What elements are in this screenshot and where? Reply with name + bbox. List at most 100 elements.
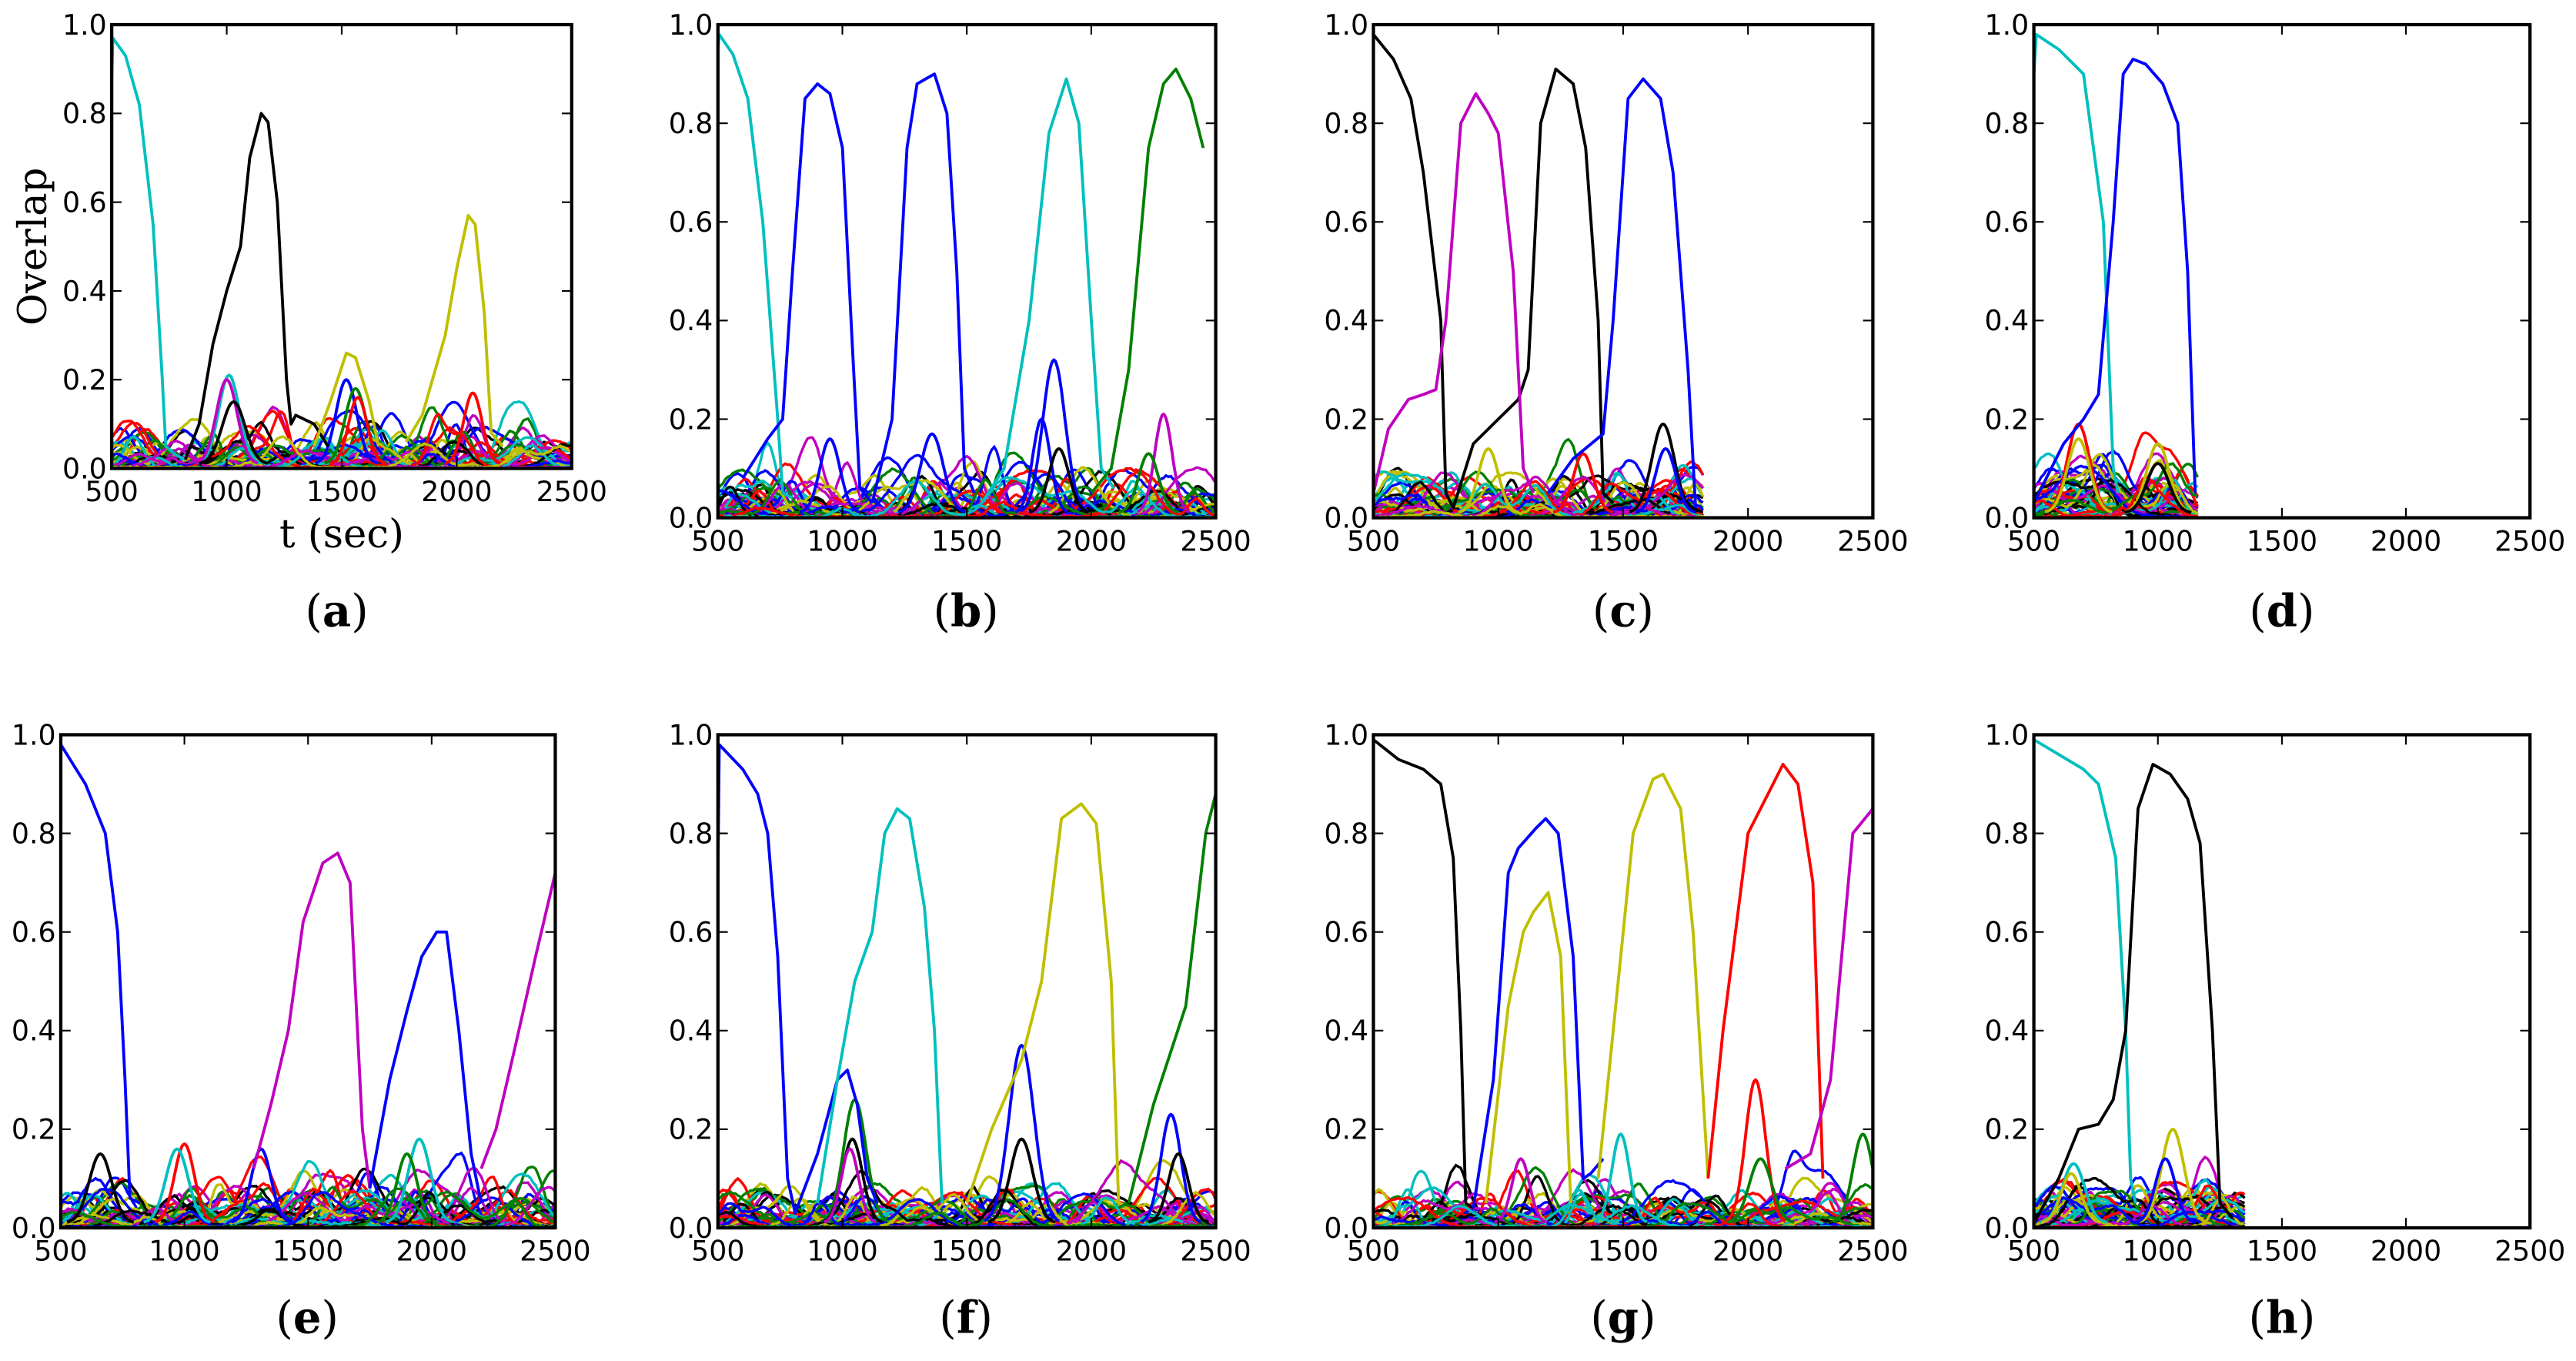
series-line xyxy=(1484,891,1572,1204)
bump-line xyxy=(987,1137,1056,1224)
y-tick-label: 0.2 xyxy=(1984,1113,2029,1146)
series-line xyxy=(1706,762,1825,1179)
panel-f: 500 1000 1500 2000 2500 0.0 0.2 0.4 0.6 0.8 1.0 (f) xyxy=(669,718,1251,1343)
y-tick-label: 0.0 xyxy=(1984,501,2029,534)
caption-paren: ( xyxy=(939,1292,956,1344)
y-tick-label: 0.8 xyxy=(62,97,107,130)
bump-line xyxy=(231,1147,292,1224)
y-tick-label: 1.0 xyxy=(62,8,107,42)
series-line xyxy=(1127,793,1216,1204)
axes-frame xyxy=(58,733,557,1230)
y-tick-label: 0.8 xyxy=(669,817,713,850)
panel-e: 500 1000 1500 2000 2500 0.0 0.2 0.4 0.6 0.8 1.0 (e) xyxy=(12,718,591,1343)
y-tick-label: 0.2 xyxy=(1324,1113,1368,1146)
x-axis-label: t (sec) xyxy=(279,511,404,557)
caption-letter: g xyxy=(1608,1292,1639,1344)
bump-line xyxy=(2040,1172,2102,1224)
x-tick-label: 500 xyxy=(691,524,744,557)
caption-paren: ( xyxy=(276,1292,292,1344)
x-tick-label: 2500 xyxy=(1837,524,1908,557)
bump-line xyxy=(1019,358,1088,513)
y-tick-label: 0.4 xyxy=(669,1015,713,1048)
plot-area xyxy=(717,32,1216,518)
series-line xyxy=(183,112,329,460)
x-tick-label: 500 xyxy=(691,1235,744,1268)
x-tick-label: 1000 xyxy=(807,524,877,557)
caption-paren: ( xyxy=(1590,1292,1607,1344)
series-line xyxy=(816,807,944,1204)
caption-letter: b xyxy=(951,585,981,637)
y-tick-label: 0.4 xyxy=(1984,304,2029,337)
panel-caption: (a) xyxy=(305,585,368,637)
caption-paren: ( xyxy=(2249,585,2266,637)
caption-paren: ) xyxy=(981,585,998,637)
series-line xyxy=(1373,92,1535,494)
bump-line xyxy=(1635,446,1696,514)
x-tick-label: 1000 xyxy=(149,1235,219,1268)
bump-line xyxy=(154,1142,215,1224)
plot-area xyxy=(2033,738,2246,1229)
series-line xyxy=(479,872,556,1169)
noise-line xyxy=(1373,475,1704,518)
bump-line xyxy=(897,432,967,513)
series-line xyxy=(2033,762,2234,1224)
y-tick-label: 0.4 xyxy=(1324,1015,1368,1048)
series-line xyxy=(2033,57,2197,504)
panel-caption: (g) xyxy=(1590,1292,1656,1344)
caption-paren: ( xyxy=(305,585,322,637)
plot-area xyxy=(2033,32,2199,518)
caption-paren: ) xyxy=(351,585,368,637)
x-tick-label: 2000 xyxy=(396,1235,467,1268)
bump-line xyxy=(2138,1127,2207,1224)
x-tick-label: 2500 xyxy=(2494,1235,2565,1268)
caption-paren: ) xyxy=(976,1292,993,1344)
caption-letter: f xyxy=(957,1292,978,1344)
x-tick-label: 1500 xyxy=(931,524,1002,557)
x-tick-label: 500 xyxy=(2007,524,2060,557)
x-tick-label: 1500 xyxy=(306,475,377,508)
panel-caption: (d) xyxy=(2249,585,2314,637)
caption-paren: ) xyxy=(2298,1292,2315,1344)
y-tick-label: 0.2 xyxy=(669,1113,713,1146)
x-tick-label: 1500 xyxy=(272,1235,343,1268)
y-tick-label: 0.0 xyxy=(669,501,713,534)
bump-line xyxy=(1014,417,1069,513)
bump-line xyxy=(2123,442,2192,514)
caption-paren: ) xyxy=(1639,1292,1656,1344)
caption-paren: ) xyxy=(321,1292,338,1344)
bump-line xyxy=(2135,1157,2196,1224)
panel-b: 500 1000 1500 2000 2500 0.0 0.2 0.4 0.6 0.8 1.0 (b) xyxy=(669,8,1251,637)
y-tick-label: 0.0 xyxy=(12,1212,56,1245)
caption-letter: h xyxy=(2266,1292,2298,1344)
caption-paren: ( xyxy=(2248,1292,2265,1344)
x-tick-label: 1000 xyxy=(191,475,262,508)
y-tick-label: 0.6 xyxy=(62,186,107,219)
y-tick-label: 0.6 xyxy=(1324,916,1368,949)
y-tick-label: 0.6 xyxy=(1984,206,2029,239)
bump-line xyxy=(2123,462,2192,514)
x-tick-label: 1000 xyxy=(2123,524,2193,557)
series-line xyxy=(368,930,483,1204)
series-line xyxy=(1373,738,1475,1210)
bump-line xyxy=(66,1152,134,1224)
y-axis-label: Overlap xyxy=(10,168,56,326)
caption-paren: ( xyxy=(933,585,950,637)
y-tick-label: 0.8 xyxy=(1984,107,2029,140)
x-tick-label: 2500 xyxy=(536,475,607,508)
x-tick-label: 1000 xyxy=(2123,1235,2193,1268)
bump-line xyxy=(1028,446,1090,514)
series-line xyxy=(1596,772,1710,1179)
y-tick-label: 0.6 xyxy=(1984,916,2029,949)
panel-h: 500 1000 1500 2000 2500 0.0 0.2 0.4 0.6 0.8 1.0 (h) xyxy=(1984,718,2565,1343)
x-tick-label: 1000 xyxy=(807,1235,877,1268)
panel-caption: (f) xyxy=(939,1292,993,1344)
plot-area xyxy=(717,743,1216,1229)
bump-line xyxy=(199,400,269,465)
x-tick-label: 2000 xyxy=(2371,524,2441,557)
x-tick-label: 2000 xyxy=(1712,1235,1783,1268)
y-tick-label: 0.6 xyxy=(669,206,713,239)
x-tick-label: 1500 xyxy=(931,1235,1002,1268)
y-tick-label: 0.8 xyxy=(12,817,56,850)
y-tick-label: 1.0 xyxy=(12,718,56,751)
